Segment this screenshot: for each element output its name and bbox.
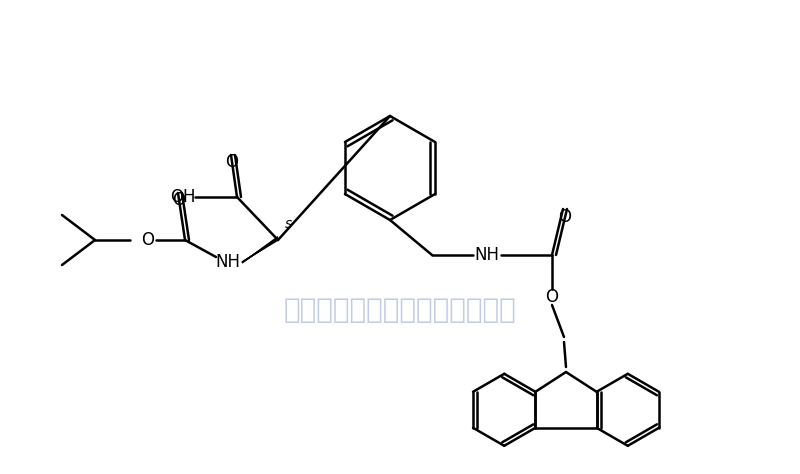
Text: s: s [284,217,292,231]
Text: O: O [558,208,571,226]
Text: NH: NH [474,246,499,264]
Text: O: O [226,153,238,171]
Text: OH: OH [170,188,196,206]
Text: NH: NH [215,253,241,271]
Text: 四川省维克奇生物科技有限公司: 四川省维克奇生物科技有限公司 [284,296,516,324]
Text: O: O [173,191,186,209]
Text: O: O [142,231,154,249]
Text: O: O [546,288,558,306]
